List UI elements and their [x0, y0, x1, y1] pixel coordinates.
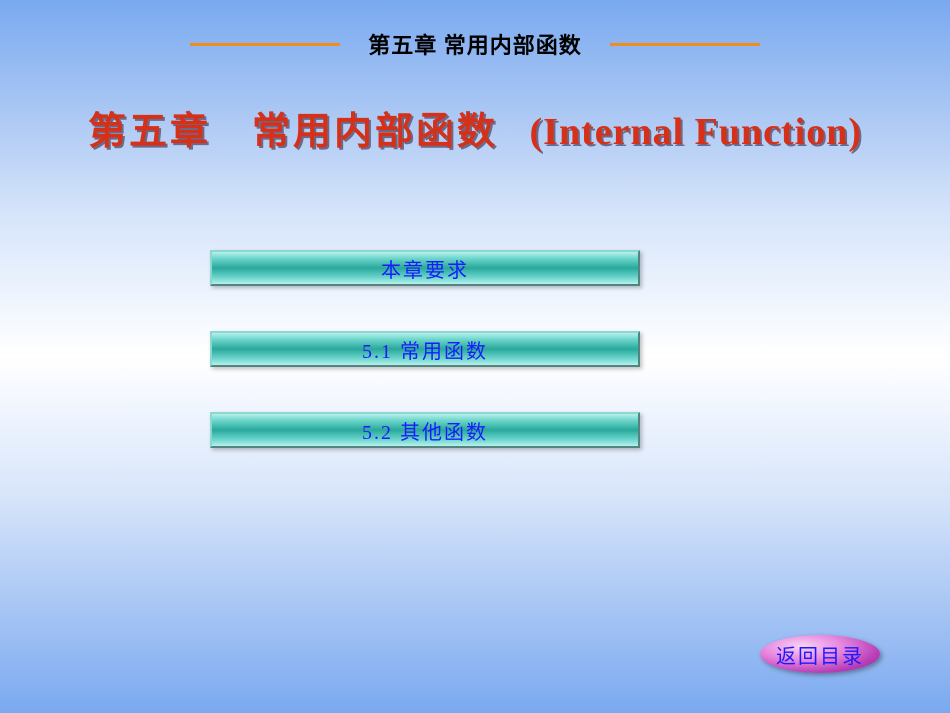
- back-button-label: 返回目录: [776, 640, 864, 669]
- slide-title: 第五章 常用内部函数 (Internal Function): [0, 100, 950, 155]
- menu-item-section-5-1[interactable]: 5.1 常用函数: [210, 331, 640, 367]
- menu-container: 本章要求 5.1 常用函数 5.2 其他函数: [210, 250, 640, 448]
- menu-item-requirements[interactable]: 本章要求: [210, 250, 640, 286]
- header-rule-right: [610, 43, 760, 46]
- slide-header: 第五章 常用内部函数: [0, 28, 950, 60]
- menu-item-section-5-2[interactable]: 5.2 其他函数: [210, 412, 640, 448]
- menu-item-label: 5.1 常用函数: [362, 335, 488, 364]
- menu-item-label: 5.2 其他函数: [362, 416, 488, 445]
- back-to-toc-button[interactable]: 返回目录: [760, 635, 880, 673]
- title-en: (Internal Function): [530, 111, 863, 153]
- title-cn: 第五章 常用内部函数: [88, 111, 498, 153]
- header-rule-left: [190, 43, 340, 46]
- menu-item-label: 本章要求: [381, 254, 469, 283]
- header-text: 第五章 常用内部函数: [368, 28, 582, 60]
